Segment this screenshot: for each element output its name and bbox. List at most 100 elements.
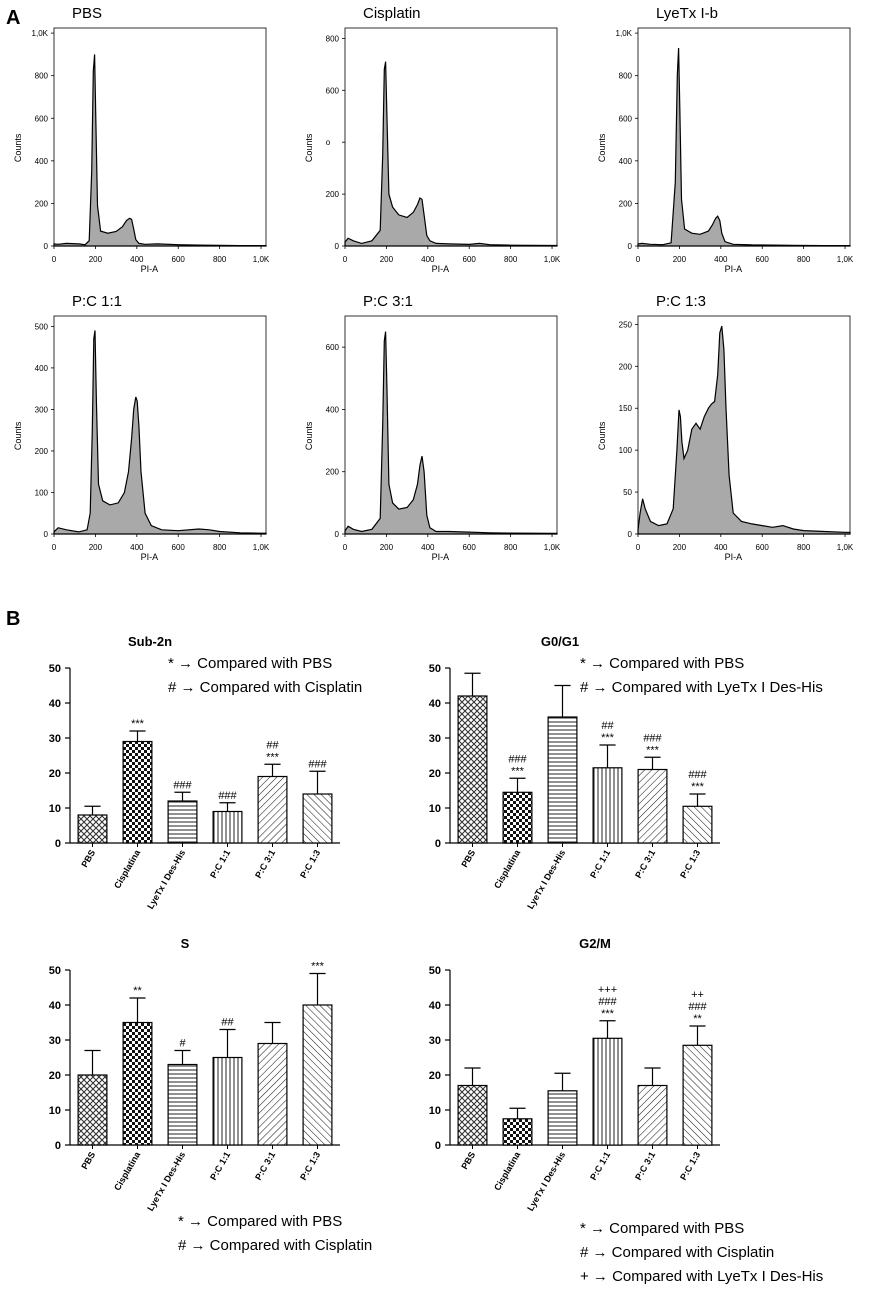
bar-chart-title: S <box>181 936 190 951</box>
histogram-title: P:C 3:1 <box>363 293 413 310</box>
bar-cisplatina <box>502 791 533 844</box>
category-label-p-c-1-1: P:C 1:1 <box>588 848 612 880</box>
x-tick-label: 600 <box>756 543 770 552</box>
bar-chart-s: S 0 10 20 30 40 50 PBS Cisplatina ** LyeTx I Des-H… <box>49 936 373 1254</box>
y-tick-label: 0 <box>628 242 633 251</box>
category-label-p-c-3-1: P:C 3:1 <box>633 848 657 880</box>
histogram-panels: PBS 0 200 400 600 800 1,0K 0 200 400 600 800 1,0K PI-… <box>13 5 854 562</box>
plot-frame <box>53 315 267 535</box>
x-tick-label: 0 <box>636 543 641 552</box>
bar-chart-title: Sub-2n <box>128 634 172 649</box>
histogram-area-lyetx-i-b <box>637 47 851 247</box>
y-tick-label: 600 <box>35 114 49 123</box>
bar-cisplatina <box>122 740 153 844</box>
legend-note: * → Compared with PBS <box>178 1213 342 1230</box>
x-tick-label: 1,0K <box>544 255 561 264</box>
significance-cisplatina: ### *** <box>508 753 527 777</box>
plot-frame <box>344 315 558 535</box>
y-tick-label: 30 <box>49 733 61 745</box>
histogram-area-p-c-3-1 <box>344 331 558 535</box>
y-tick-label: 200 <box>619 362 633 371</box>
x-tick-label: 800 <box>213 255 227 264</box>
significance-cisplatina: ** <box>133 985 142 997</box>
plot-frame <box>344 27 558 247</box>
y-tick-label: 800 <box>35 72 49 81</box>
histogram-area-pbs <box>53 54 267 247</box>
legend-note: * → Compared with PBS <box>168 655 332 672</box>
significance-p-c-1-1: ## <box>221 1017 234 1029</box>
x-tick-label: 600 <box>756 255 770 264</box>
x-tick-label: 800 <box>797 543 811 552</box>
significance-p-c-1-1: +++ ### *** <box>598 984 618 1020</box>
y-tick-label: 50 <box>623 488 632 497</box>
y-tick-label: 800 <box>326 34 340 43</box>
x-tick-label: 400 <box>130 543 144 552</box>
histogram-area-p-c-1-3 <box>637 325 851 535</box>
bar-p-c-1-3 <box>302 1004 333 1146</box>
x-axis-label: PI-A <box>432 552 450 562</box>
category-label-p-c-1-3: P:C 1:3 <box>678 1150 702 1182</box>
y-tick-label: 1,0K <box>32 29 49 38</box>
histogram-title: Cisplatin <box>363 5 421 22</box>
significance-p-c-3-1: ### *** <box>643 732 662 756</box>
bar-p-c-1-3 <box>302 793 333 844</box>
y-tick-label: 40 <box>429 1000 441 1012</box>
histogram-p-c-1-1: P:C 1:1 0 100 200 300 400 500 0 200 400 600 800 1,0K… <box>13 293 270 562</box>
y-tick-label: 10 <box>49 1105 61 1117</box>
significance-p-c-1-1: ### <box>218 790 237 802</box>
category-label-p-c-3-1: P:C 3:1 <box>633 1150 657 1182</box>
category-label-cisplatina: Cisplatina <box>112 1149 143 1192</box>
x-tick-label: 600 <box>463 255 477 264</box>
y-tick-label: 400 <box>326 405 340 414</box>
x-tick-label: 0 <box>636 255 641 264</box>
y-tick-label: 250 <box>619 320 633 329</box>
category-label-lyetx-i-des-his: LyeTx I Des-His <box>525 848 567 911</box>
y-axis-label: Counts <box>304 421 314 450</box>
y-tick-label: 10 <box>49 803 61 815</box>
bar-p-c-3-1 <box>257 775 288 844</box>
significance-lyetx-i-des-his: ### <box>173 779 192 791</box>
histogram-title: PBS <box>72 5 102 22</box>
x-axis-label: PI-A <box>141 264 159 274</box>
y-tick-label: 30 <box>429 1035 441 1047</box>
y-tick-label: 10 <box>429 803 441 815</box>
y-tick-label: 30 <box>429 733 441 745</box>
bar-p-c-1-1 <box>212 1056 243 1146</box>
bar-chart-sub-2n: Sub-2n 0 10 20 30 40 50 PBS Cisplatina *** LyeTx I… <box>49 634 363 911</box>
x-tick-label: 600 <box>172 255 186 264</box>
x-tick-label: 400 <box>421 255 435 264</box>
bar-pbs <box>457 695 488 844</box>
category-label-p-c-3-1: P:C 3:1 <box>253 848 277 880</box>
plot-frame <box>637 27 851 247</box>
y-tick-label: 0 <box>335 530 340 539</box>
x-tick-label: 1,0K <box>253 543 270 552</box>
y-tick-label: 20 <box>49 1070 61 1082</box>
y-tick-label: 0 <box>55 1140 61 1152</box>
x-tick-label: 0 <box>343 543 348 552</box>
bar-p-c-1-3 <box>682 805 713 844</box>
bar-chart-title: G0/G1 <box>541 634 579 649</box>
bar-lyetx-i-des-his <box>547 716 578 844</box>
category-label-p-c-3-1: P:C 3:1 <box>253 1150 277 1182</box>
y-tick-label: 40 <box>49 698 61 710</box>
category-label-p-c-1-3: P:C 1:3 <box>298 1150 322 1182</box>
x-tick-label: 200 <box>380 543 394 552</box>
bar-pbs <box>77 1074 108 1146</box>
x-tick-label: 400 <box>714 543 728 552</box>
y-tick-label-stray: o <box>326 138 331 147</box>
category-label-p-c-1-3: P:C 1:3 <box>678 848 702 880</box>
x-tick-label: 1,0K <box>837 543 854 552</box>
bar-p-c-1-3 <box>682 1044 713 1146</box>
x-tick-label: 200 <box>380 255 394 264</box>
x-tick-label: 200 <box>89 543 103 552</box>
y-tick-label: 200 <box>35 447 49 456</box>
category-label-p-c-1-1: P:C 1:1 <box>588 1150 612 1182</box>
y-tick-label: 100 <box>619 446 633 455</box>
histogram-p-c-1-3: P:C 1:3 0 50 100 150 200 250 0 200 400 600 800 1,0K P… <box>597 293 854 562</box>
x-tick-label: 600 <box>463 543 477 552</box>
legend-note: # → Compared with LyeTx I Des-His <box>580 679 823 696</box>
histogram-area-cisplatin <box>344 61 558 247</box>
x-axis-label: PI-A <box>432 264 450 274</box>
x-axis-label: PI-A <box>725 264 743 274</box>
